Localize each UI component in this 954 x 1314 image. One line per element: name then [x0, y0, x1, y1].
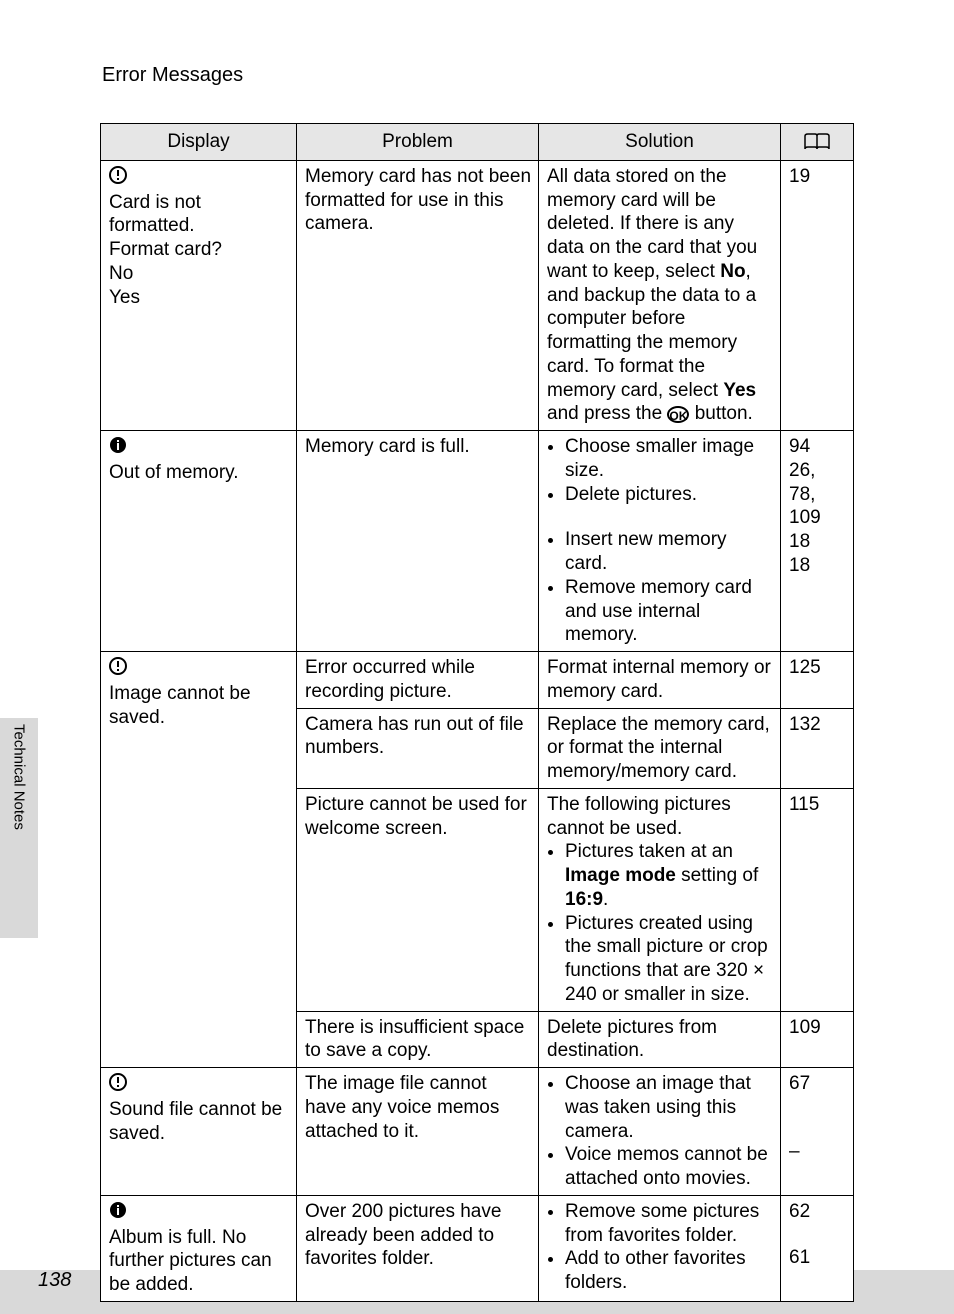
display-text: Image cannot be saved.: [109, 683, 251, 728]
error-messages-table: Display Problem Solution: [100, 123, 854, 1302]
cell-page: 94 26, 78, 109 18 18: [781, 431, 854, 652]
display-line: Format card?: [109, 239, 222, 260]
cell-problem: Picture cannot be used for welcome scree…: [297, 788, 539, 1011]
table-header-row: Display Problem Solution: [101, 124, 854, 161]
info-icon: [109, 1201, 127, 1226]
table-row: Card is not formatted. Format card? No Y…: [101, 160, 854, 430]
page-ref: 26, 78, 109: [789, 459, 847, 530]
col-display: Display: [101, 124, 297, 161]
ok-button-icon: OK: [667, 406, 689, 423]
col-problem: Problem: [297, 124, 539, 161]
display-text: Album is full. No further pictures can b…: [109, 1227, 272, 1296]
display-text: Sound file cannot be saved.: [109, 1099, 282, 1144]
cell-solution: All data stored on the memory card will …: [539, 160, 781, 430]
warning-icon: [109, 166, 127, 191]
table-row: Sound file cannot be saved. The image fi…: [101, 1068, 854, 1196]
list-item: Pictures created using the small picture…: [565, 912, 774, 1007]
display-line: Card is not formatted.: [109, 192, 201, 237]
cell-display: Card is not formatted. Format card? No Y…: [101, 160, 297, 430]
cell-solution: Choose an image that was taken using thi…: [539, 1068, 781, 1196]
solution-bold: 16:9: [565, 889, 603, 910]
table-row: Album is full. No further pictures can b…: [101, 1195, 854, 1301]
cell-page: 115: [781, 788, 854, 1011]
warning-icon: [109, 1073, 127, 1098]
cell-problem: The image file cannot have any voice mem…: [297, 1068, 539, 1196]
cell-page: 125: [781, 652, 854, 709]
solution-text: and press the: [547, 403, 667, 424]
cell-solution: Remove some pictures from favorites fold…: [539, 1195, 781, 1301]
solution-text: The following pictures cannot be used.: [547, 794, 731, 839]
list-item: Choose an image that was taken using thi…: [565, 1072, 774, 1143]
display-line: Yes: [109, 287, 140, 308]
cell-problem: Over 200 pictures have already been adde…: [297, 1195, 539, 1301]
display-line: No: [109, 263, 133, 284]
page-ref: 62: [789, 1200, 847, 1224]
col-solution: Solution: [539, 124, 781, 161]
solution-text: setting of: [676, 865, 758, 886]
cell-display: Out of memory.: [101, 431, 297, 652]
solution-text: Pictures taken at an: [565, 841, 733, 862]
cell-problem: Camera has run out of file numbers.: [297, 708, 539, 788]
cell-solution: The following pictures cannot be used. P…: [539, 788, 781, 1011]
cell-page: 109: [781, 1011, 854, 1068]
page-ref: 18: [789, 554, 847, 578]
table-row: Image cannot be saved. Error occurred wh…: [101, 652, 854, 709]
page-ref: 67: [789, 1072, 847, 1096]
solution-bold: Yes: [723, 380, 756, 401]
warning-icon: [109, 657, 127, 682]
list-item: Delete pictures.: [565, 483, 774, 507]
info-icon: [109, 436, 127, 461]
cell-problem: There is insufficient space to save a co…: [297, 1011, 539, 1068]
cell-display: Image cannot be saved.: [101, 652, 297, 1068]
solution-text: button.: [689, 403, 752, 424]
solution-list: Remove some pictures from favorites fold…: [547, 1200, 774, 1295]
cell-problem: Error occurred while recording picture.: [297, 652, 539, 709]
side-tab-label: Technical Notes: [0, 718, 38, 898]
page-content: Error Messages Technical Notes Display P…: [0, 0, 954, 1270]
cell-solution: Format internal memory or memory card.: [539, 652, 781, 709]
list-item: Remove memory card and use internal memo…: [565, 576, 774, 647]
solution-bold: Image mode: [565, 865, 676, 886]
solution-list: Choose smaller image size. Delete pictur…: [547, 435, 774, 647]
page-ref: 18: [789, 530, 847, 554]
cell-page: 19: [781, 160, 854, 430]
list-item: Add to other favorites folders.: [565, 1247, 774, 1295]
page-ref: –: [789, 1140, 847, 1164]
solution-bold: No: [720, 261, 745, 282]
list-item: Insert new memory card.: [565, 528, 774, 576]
list-item: Voice memos cannot be attached onto movi…: [565, 1143, 774, 1191]
list-item: Pictures taken at an Image mode setting …: [565, 840, 774, 911]
cell-solution: Replace the memory card, or format the i…: [539, 708, 781, 788]
solution-text: .: [603, 889, 608, 910]
cell-page: 67 –: [781, 1068, 854, 1196]
cell-solution: Choose smaller image size. Delete pictur…: [539, 431, 781, 652]
book-icon: [804, 133, 830, 151]
table-row: Out of memory. Memory card is full. Choo…: [101, 431, 854, 652]
cell-problem: Memory card has not been formatted for u…: [297, 160, 539, 430]
section-title: Error Messages: [102, 64, 243, 87]
manual-page: Error Messages Technical Notes Display P…: [0, 0, 954, 1314]
display-text: Out of memory.: [109, 462, 239, 483]
solution-list: Pictures taken at an Image mode setting …: [547, 840, 774, 1006]
list-item: Choose smaller image size.: [565, 435, 774, 483]
page-ref: 94: [789, 435, 847, 459]
list-item: Remove some pictures from favorites fold…: [565, 1200, 774, 1248]
page-ref: 61: [789, 1246, 847, 1270]
col-page-ref: [781, 124, 854, 161]
solution-list: Choose an image that was taken using thi…: [547, 1072, 774, 1191]
cell-solution: Delete pictures from destination.: [539, 1011, 781, 1068]
cell-page: 132: [781, 708, 854, 788]
page-number: 138: [38, 1269, 71, 1292]
cell-display: Album is full. No further pictures can b…: [101, 1195, 297, 1301]
cell-page: 62 61: [781, 1195, 854, 1301]
cell-display: Sound file cannot be saved.: [101, 1068, 297, 1196]
cell-problem: Memory card is full.: [297, 431, 539, 652]
